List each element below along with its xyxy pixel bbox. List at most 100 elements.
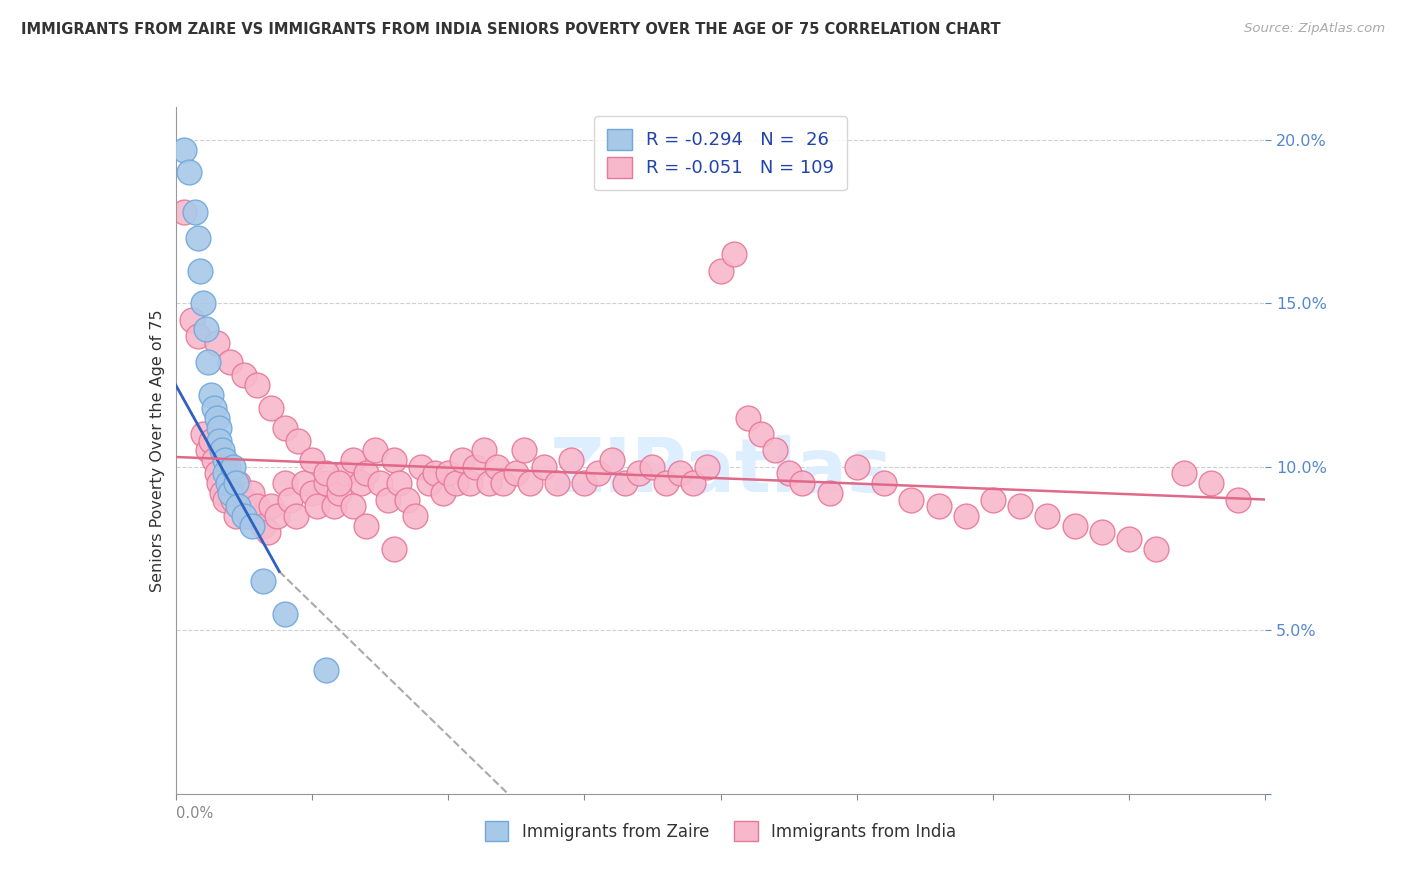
Point bbox=[200, 434, 222, 448]
Point bbox=[388, 476, 411, 491]
Point bbox=[533, 459, 555, 474]
Point bbox=[1144, 541, 1167, 556]
Point bbox=[900, 492, 922, 507]
Point bbox=[173, 204, 195, 219]
Point bbox=[191, 427, 214, 442]
Point bbox=[246, 378, 269, 392]
Point bbox=[228, 476, 250, 491]
Point bbox=[614, 476, 637, 491]
Point bbox=[197, 443, 219, 458]
Point bbox=[778, 467, 800, 481]
Point bbox=[356, 518, 378, 533]
Point bbox=[274, 607, 297, 621]
Legend: Immigrants from Zaire, Immigrants from India: Immigrants from Zaire, Immigrants from I… bbox=[478, 814, 963, 847]
Point bbox=[287, 434, 309, 448]
Point bbox=[228, 499, 250, 513]
Y-axis label: Seniors Poverty Over the Age of 75: Seniors Poverty Over the Age of 75 bbox=[149, 310, 165, 591]
Point bbox=[315, 663, 337, 677]
Point bbox=[274, 476, 297, 491]
Point bbox=[315, 467, 337, 481]
Point bbox=[301, 453, 323, 467]
Point bbox=[246, 499, 269, 513]
Point bbox=[328, 476, 350, 491]
Point bbox=[186, 231, 209, 245]
Point bbox=[437, 467, 460, 481]
Point bbox=[202, 401, 225, 415]
Point bbox=[208, 434, 231, 448]
Point bbox=[396, 492, 419, 507]
Point bbox=[377, 492, 399, 507]
Point bbox=[292, 476, 315, 491]
Point bbox=[211, 443, 233, 458]
Point bbox=[257, 525, 280, 540]
Point bbox=[342, 499, 364, 513]
Point bbox=[486, 459, 509, 474]
Point bbox=[696, 459, 718, 474]
Point bbox=[981, 492, 1004, 507]
Point bbox=[217, 476, 239, 491]
Point bbox=[240, 486, 263, 500]
Point bbox=[1227, 492, 1250, 507]
Point bbox=[723, 247, 745, 261]
Point bbox=[307, 499, 329, 513]
Point bbox=[818, 486, 841, 500]
Point bbox=[208, 476, 231, 491]
Point bbox=[446, 476, 468, 491]
Point bbox=[1063, 518, 1085, 533]
Point bbox=[668, 467, 690, 481]
Point bbox=[368, 476, 391, 491]
Point bbox=[222, 459, 245, 474]
Point bbox=[179, 165, 201, 179]
Point bbox=[418, 476, 440, 491]
Point bbox=[792, 476, 814, 491]
Point bbox=[382, 541, 405, 556]
Point bbox=[200, 388, 222, 402]
Point bbox=[225, 476, 247, 491]
Text: Source: ZipAtlas.com: Source: ZipAtlas.com bbox=[1244, 22, 1385, 36]
Point bbox=[751, 427, 773, 442]
Point bbox=[232, 368, 254, 383]
Text: ZIPatlas: ZIPatlas bbox=[550, 434, 891, 508]
Point bbox=[219, 476, 242, 491]
Point bbox=[328, 486, 350, 500]
Point bbox=[710, 263, 733, 277]
Point bbox=[655, 476, 678, 491]
Point bbox=[205, 335, 228, 350]
Point bbox=[266, 508, 288, 523]
Point bbox=[505, 467, 527, 481]
Point bbox=[423, 467, 446, 481]
Point bbox=[211, 486, 233, 500]
Point bbox=[350, 476, 373, 491]
Point bbox=[574, 476, 596, 491]
Point bbox=[278, 492, 301, 507]
Point bbox=[928, 499, 950, 513]
Point bbox=[252, 518, 274, 533]
Point bbox=[873, 476, 896, 491]
Point bbox=[240, 518, 263, 533]
Point bbox=[1091, 525, 1114, 540]
Point bbox=[252, 574, 274, 589]
Point bbox=[284, 508, 307, 523]
Point bbox=[217, 459, 239, 474]
Point bbox=[560, 453, 582, 467]
Point bbox=[181, 312, 204, 326]
Point bbox=[205, 467, 228, 481]
Point bbox=[202, 453, 225, 467]
Point bbox=[191, 296, 214, 310]
Point bbox=[225, 508, 247, 523]
Point bbox=[238, 508, 260, 523]
Point bbox=[627, 467, 650, 481]
Point bbox=[173, 143, 195, 157]
Point bbox=[322, 499, 344, 513]
Point bbox=[333, 467, 356, 481]
Point bbox=[301, 486, 323, 500]
Point bbox=[205, 410, 228, 425]
Point bbox=[737, 410, 759, 425]
Point bbox=[260, 499, 283, 513]
Point bbox=[641, 459, 664, 474]
Point bbox=[208, 420, 231, 434]
Text: 0.0%: 0.0% bbox=[176, 806, 212, 822]
Point bbox=[682, 476, 704, 491]
Point bbox=[1199, 476, 1222, 491]
Point bbox=[1010, 499, 1032, 513]
